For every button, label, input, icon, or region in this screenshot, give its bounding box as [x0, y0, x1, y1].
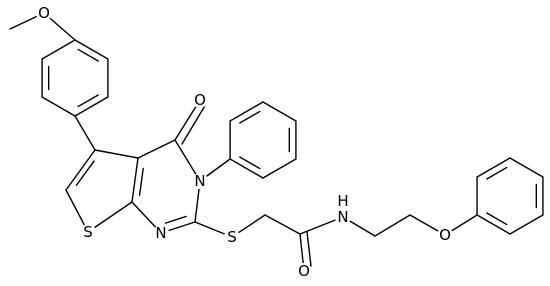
atom-label: S [227, 228, 237, 246]
atom-label: N [194, 172, 205, 190]
bond [239, 156, 261, 170]
label-bg [437, 227, 453, 243]
bond [181, 103, 207, 145]
bond [239, 110, 261, 124]
bond [264, 214, 301, 235]
atom-label: O [298, 262, 310, 280]
bond [74, 96, 109, 117]
atom-labels: O O N S N S O N H O [36, 4, 453, 280]
bond [476, 214, 511, 235]
bond [138, 167, 144, 196]
bond [164, 215, 187, 224]
bond [229, 101, 264, 122]
bond [65, 149, 96, 191]
bond [87, 201, 133, 233]
bond [229, 158, 264, 179]
label-bg [36, 5, 52, 21]
bond [74, 115, 96, 151]
atom-label: N [155, 224, 166, 242]
label-bg [296, 263, 312, 279]
bond [262, 158, 297, 179]
bond [306, 231, 312, 267]
atom-label: O [194, 91, 206, 109]
bond [41, 96, 76, 117]
bond [509, 157, 544, 178]
bond [77, 94, 99, 108]
bond [374, 214, 411, 237]
bond [74, 39, 109, 60]
label-bg [153, 225, 169, 241]
atom-label: S [83, 223, 93, 241]
bond [486, 212, 508, 226]
bond [509, 214, 544, 235]
atom-label: O [38, 4, 50, 22]
label-bg [192, 92, 208, 108]
bond [174, 139, 201, 182]
bond [77, 48, 99, 62]
label-bg [335, 209, 351, 225]
bond [137, 139, 176, 159]
label-bg [192, 173, 208, 189]
bond [476, 157, 511, 178]
bond [131, 157, 139, 203]
label-bg [224, 229, 240, 245]
bond [94, 149, 139, 159]
label-bg [80, 224, 96, 240]
atom-label: N [337, 208, 348, 226]
bond [262, 101, 297, 122]
bond [41, 39, 76, 60]
atom-label: O [439, 226, 451, 244]
bond [486, 166, 508, 180]
bond [75, 160, 95, 187]
atom-label: H [337, 192, 348, 210]
